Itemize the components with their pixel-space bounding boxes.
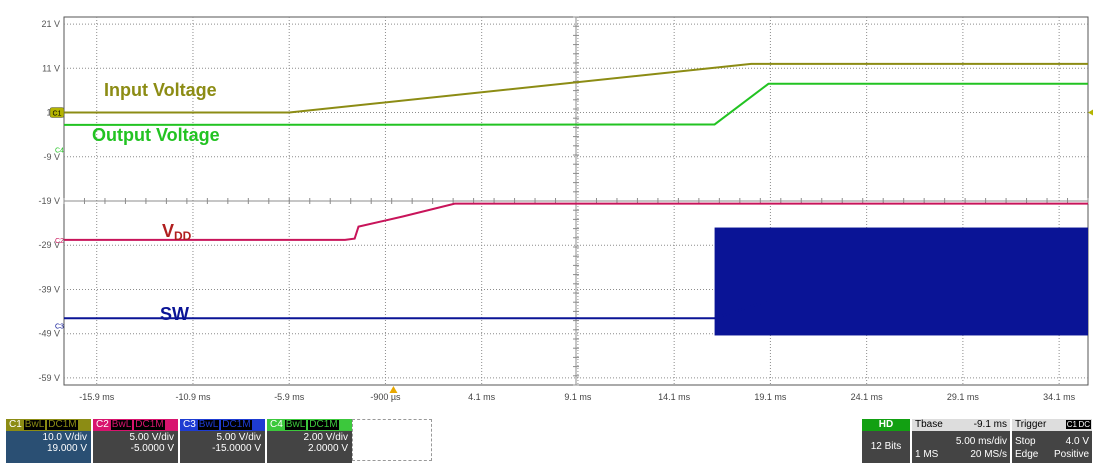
trace-input-voltage [64,62,1088,114]
offset-value: -15.0000 V [212,443,261,454]
x-tick-label: 19.1 ms [754,392,787,402]
channel-name: C4 [270,419,283,430]
sw-switching-envelope [714,227,1088,336]
x-tick-label: -900 µs [370,392,401,402]
trigger-label: Trigger [1015,419,1047,430]
timebase-panel[interactable]: Tbase -9.1 ms 5.00 ms/div 1 MS 20 MS/s [912,419,1010,463]
trigger-panel[interactable]: Trigger C1 DC Stop 4.0 V Edge Positive [1012,419,1092,463]
oscilloscope-plot: 21 V11 V1 V-9 V-19 V-29 V-39 V-49 V-59 V… [38,16,1093,402]
offset-value: -5.0000 V [130,443,174,454]
x-tick-label: 9.1 ms [564,392,592,402]
timebase-div: 5.00 ms/div [955,436,1007,447]
trigger-mode: Stop [1015,436,1036,447]
x-tick-label: -10.9 ms [175,392,211,402]
grid [63,16,1089,386]
channel-name: C1 [9,419,22,430]
empty-descriptor-slot[interactable] [352,419,432,461]
timebase-label: Tbase [915,419,943,430]
bandwidth-limit-tag: BwL [284,419,307,430]
trace-sw [64,300,767,320]
bandwidth-limit-tag: BwL [23,419,46,430]
x-tick-label: 24.1 ms [851,392,884,402]
channel-name: C3 [183,419,196,430]
coupling-tag: DC1M [221,419,252,430]
acquisition-panel[interactable]: HD 12 Bits [862,419,910,463]
coupling-tag: DC1M [308,419,339,430]
channel-descriptor-c2[interactable]: C2 BwL DC1M 5.00 V/div -5.0000 V [93,419,178,463]
timebase-memory: 1 MS [915,449,939,460]
c3-marker: C3 [55,323,64,330]
traces [63,62,1088,336]
x-tick-labels: -15.9 ms -10.9 ms -5.9 ms -900 µs 4.1 ms 9.1 … [79,386,1076,402]
annotation-input-voltage: Input Voltage [104,80,217,100]
channel-markers: C1 C4 C2 C3 [49,107,1093,330]
x-tick-label: 4.1 ms [468,392,496,402]
trigger-level-marker [1088,109,1093,116]
x-tick-label: 14.1 ms [658,392,691,402]
y-tick-label: -19 V [38,196,60,206]
offset-value: 19.000 V [46,443,87,454]
trigger-position-marker [389,386,398,393]
bandwidth-limit-tag: BwL [197,419,220,430]
trigger-slope: Positive [1053,449,1089,460]
c4-marker: C4 [55,147,64,154]
channel-descriptor-bar: C1 BwL DC1M 10.0 V/div 19.000 V C2 BwL DC1M 5.00… [0,410,1094,463]
hd-badge: HD [862,419,910,431]
trigger-type: Edge [1015,449,1039,460]
timebase-rate: 20 MS/s [970,449,1007,460]
x-tick-label: -15.9 ms [79,392,115,402]
y-tick-label: -39 V [38,284,60,294]
channel-descriptor-c3[interactable]: C3 BwL DC1M 5.00 V/div -15.0000 V [180,419,265,463]
y-tick-label: -9 V [43,152,60,162]
y-tick-label: -49 V [38,329,60,339]
y-tick-label: 11 V [42,63,60,73]
y-tick-label: -59 V [38,373,60,383]
bandwidth-limit-tag: BwL [110,419,133,430]
volts-per-div: 10.0 V/div [42,432,87,443]
trace-vdd [64,202,1088,241]
x-tick-label: 29.1 ms [947,392,980,402]
bits-label: 12 Bits [862,431,910,463]
y-tick-label: -29 V [38,240,60,250]
x-tick-label: 34.1 ms [1043,392,1076,402]
c1-marker-label: C1 [53,111,62,118]
channel-name: C2 [96,419,109,430]
x-tick-label: -5.9 ms [274,392,305,402]
trigger-level: 4.0 V [1065,436,1089,447]
coupling-tag: DC1M [47,419,78,430]
c2-marker: C2 [55,238,64,245]
channel-descriptor-c1[interactable]: C1 BwL DC1M 10.0 V/div 19.000 V [6,419,91,463]
volts-per-div: 2.00 V/div [303,432,348,443]
trigger-coupling: DC [1077,420,1091,429]
annotation-sw: SW [160,304,189,324]
coupling-tag: DC1M [134,419,165,430]
trigger-channel: C1 [1065,420,1078,429]
offset-value: 2.0000 V [307,443,348,454]
volts-per-div: 5.00 V/div [216,432,261,443]
volts-per-div: 5.00 V/div [129,432,174,443]
timebase-position: -9.1 ms [973,419,1007,430]
trace-output-voltage [63,82,1088,126]
c1-marker [49,107,65,118]
y-tick-label: 21 V [41,19,60,29]
annotation-output-voltage: Output Voltage [92,125,220,145]
channel-descriptor-c4[interactable]: C4 BwL DC1M 2.00 V/div 2.0000 V [267,419,352,463]
